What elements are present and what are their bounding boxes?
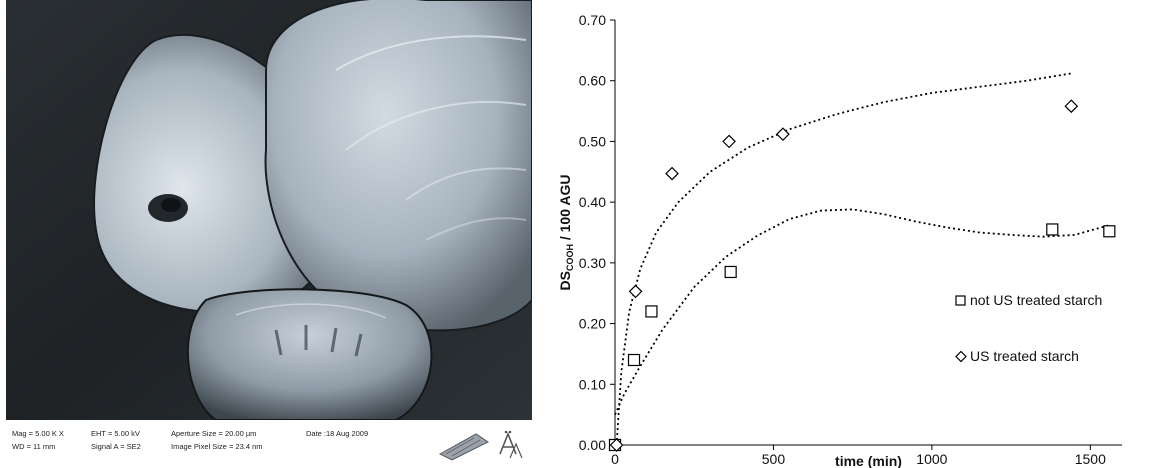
point-us-treated: [665, 166, 679, 181]
x-tick-label: 1500: [1075, 451, 1106, 467]
x-tick-label: 500: [762, 451, 786, 467]
data-points: [608, 99, 1116, 452]
sem-info-bar: Mag = 5.00 K X WD = 11 mm EHT = 5.00 kV …: [6, 420, 532, 468]
x-tick-label: 0: [611, 451, 619, 467]
y-tick-label: 0.20: [579, 316, 606, 332]
point-us-treated: [1064, 99, 1079, 114]
legend-square-marker-icon: [955, 295, 966, 306]
sem-mag: Mag = 5.00 K X: [12, 429, 64, 438]
point-us-treated: [776, 127, 790, 141]
y-tick-label: 0.70: [579, 12, 606, 28]
y-tick-label: 0.40: [579, 194, 606, 210]
y-axis-title: DSCOOH / 100 AGU: [557, 175, 575, 291]
y-tick-label: 0.50: [579, 133, 606, 149]
ds-time-chart: 0.00 0.10 0.20 0.30 0.40 0.50 0.60 0.70 0 500 1000…: [557, 12, 1122, 468]
y-axis-title-subscript: COOH: [565, 244, 575, 271]
point-not-us-treated: [724, 265, 737, 279]
y-axis-title-main: DS: [557, 271, 573, 290]
legend-diamond-marker-icon: [955, 350, 967, 363]
ticks: 0.00 0.10 0.20 0.30 0.40 0.50 0.60 0.70 0 500 1000…: [579, 12, 1106, 467]
point-not-us-treated: [645, 305, 658, 318]
point-not-us-treated: [1103, 225, 1116, 238]
sem-signal: Signal A = SE2: [91, 442, 141, 451]
sem-wd: WD = 11 mm: [12, 442, 56, 451]
sem-panel: Mag = 5.00 K X WD = 11 mm EHT = 5.00 kV …: [6, 0, 532, 468]
trendline-us-treated: [615, 72, 1072, 446]
sem-pixel-size: Image Pixel Size = 23.4 nm: [171, 442, 263, 451]
sem-date: Date :18 Aug 2009: [306, 429, 369, 438]
y-tick-label: 0.10: [579, 376, 606, 392]
point-us-treated: [609, 438, 624, 452]
y-tick-label: 0.60: [579, 73, 606, 89]
sem-eht: EHT = 5.00 kV: [91, 429, 140, 438]
axes: [614, 20, 1122, 446]
legend: not US treated starch US treated starch: [955, 292, 1102, 364]
sem-micrograph: [6, 0, 532, 420]
x-tick-label: 1000: [916, 451, 947, 467]
y-axis-title-rest: / 100 AGU: [557, 175, 573, 245]
instrument-logo-icon: [438, 430, 523, 461]
x-axis-title: time (min): [835, 453, 902, 468]
trendlines: [614, 72, 1110, 446]
point-not-us-treated: [1046, 223, 1059, 236]
point-us-treated: [722, 134, 736, 149]
legend-label-us-treated: US treated starch: [970, 348, 1079, 364]
sem-aperture: Aperture Size = 20.00 µm: [171, 429, 257, 438]
chart-panel: 0.00 0.10 0.20 0.30 0.40 0.50 0.60 0.70 0 500 1000…: [552, 0, 1164, 468]
trendline-not-us-treated: [614, 208, 1110, 415]
y-tick-label: 0.30: [579, 255, 606, 271]
legend-label-not-us-treated: not US treated starch: [970, 292, 1102, 308]
point-not-us-treated: [627, 353, 641, 367]
y-tick-label: 0.00: [579, 437, 606, 453]
point-us-treated: [628, 284, 643, 299]
